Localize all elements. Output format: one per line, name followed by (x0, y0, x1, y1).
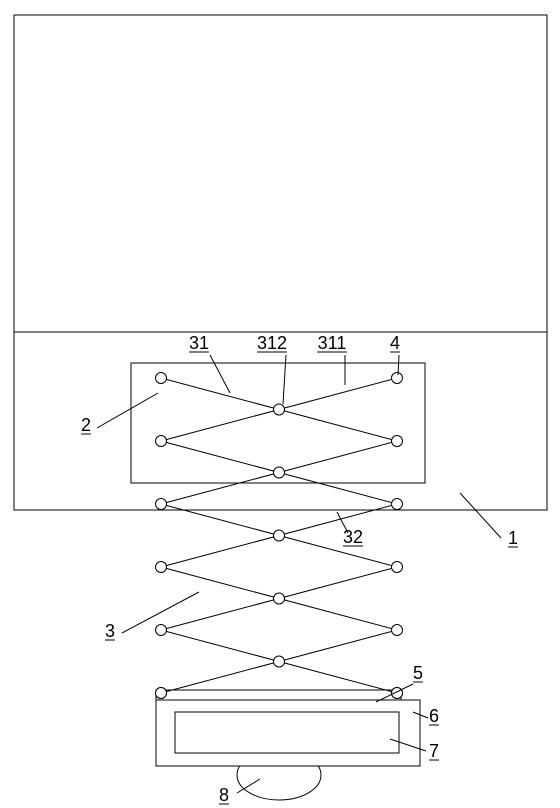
label-n4: 4 (390, 333, 400, 353)
label-n5: 5 (413, 663, 423, 683)
label-n311: 311 (318, 333, 347, 353)
label-n7: 7 (429, 741, 439, 761)
label-n6: 6 (429, 706, 439, 726)
label-n3: 3 (105, 621, 115, 641)
label-n8: 8 (219, 785, 229, 805)
label-n312: 312 (257, 333, 287, 353)
label-n31: 31 (189, 333, 209, 353)
label-n32: 32 (343, 527, 363, 547)
label-n1: 1 (508, 528, 518, 548)
label-n2: 2 (81, 415, 91, 435)
